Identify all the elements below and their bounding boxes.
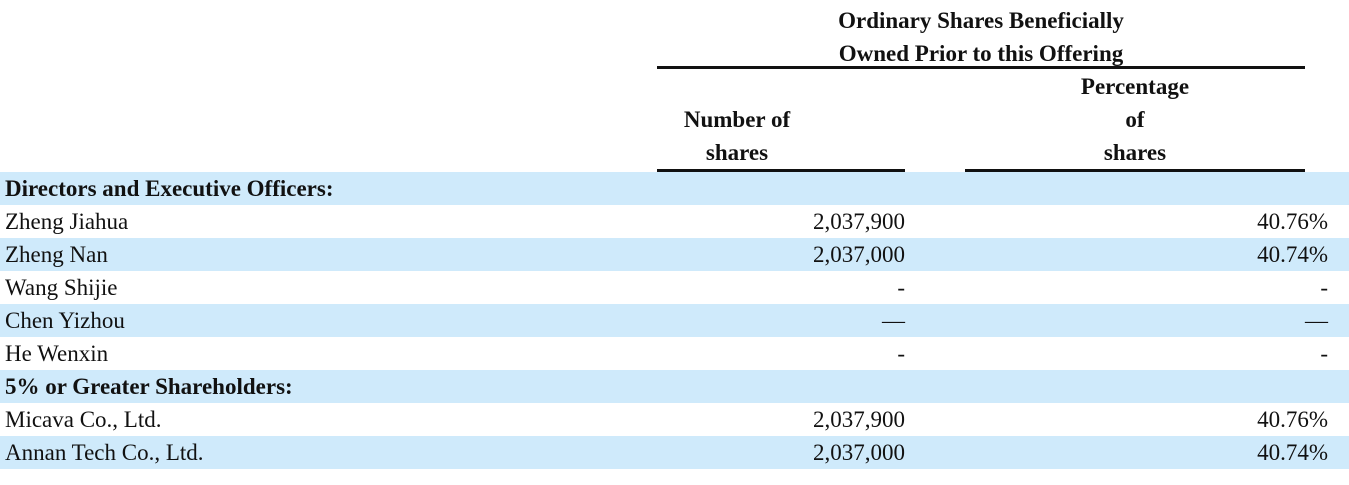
row-percentage: 40.76% [1257, 407, 1328, 432]
table-row: Annan Tech Co., Ltd. 2,037,000 40.74% [0, 436, 1349, 469]
column-header-number-of-shares: Number of shares [683, 107, 791, 165]
group-header-text: Ordinary Shares Beneficially Owned Prior… [838, 8, 1124, 66]
row-shares: — [882, 308, 905, 333]
table-row: 5% or Greater Shareholders: [0, 370, 1349, 403]
table-row: He Wenxin - - [0, 337, 1349, 370]
row-label: Directors and Executive Officers: [5, 176, 334, 201]
row-shares: 2,037,900 [813, 407, 905, 432]
row-percentage: 40.74% [1257, 242, 1328, 267]
row-percentage: - [1320, 341, 1328, 366]
group-header-rule [657, 66, 1305, 69]
row-shares: - [897, 341, 905, 366]
row-shares: - [897, 275, 905, 300]
row-shares: 2,037,000 [813, 440, 905, 465]
ownership-table-body: Directors and Executive Officers: Zheng … [0, 172, 1349, 469]
table-row: Chen Yizhou — — [0, 304, 1349, 337]
row-label: Wang Shijie [5, 275, 118, 300]
table-row: Zheng Jiahua 2,037,900 40.76% [0, 205, 1349, 238]
row-label: He Wenxin [5, 341, 109, 366]
column-rule-percentage [965, 169, 1305, 172]
column-rule-number-of-shares [657, 169, 905, 172]
row-shares: 2,037,000 [813, 242, 905, 267]
row-percentage: — [1305, 308, 1328, 333]
row-label: Chen Yizhou [5, 308, 125, 333]
table-row: Micava Co., Ltd. 2,037,900 40.76% [0, 403, 1349, 436]
row-label: 5% or Greater Shareholders: [5, 374, 293, 399]
group-header: Ordinary Shares Beneficially Owned Prior… [657, 4, 1305, 70]
row-percentage: 40.76% [1257, 209, 1328, 234]
row-percentage: 40.74% [1257, 440, 1328, 465]
row-label: Annan Tech Co., Ltd. [5, 440, 204, 465]
row-label: Zheng Jiahua [5, 209, 129, 234]
table-row: Directors and Executive Officers: [0, 172, 1349, 205]
row-shares: 2,037,900 [813, 209, 905, 234]
table-row: Zheng Nan 2,037,000 40.74% [0, 238, 1349, 271]
row-label: Micava Co., Ltd. [5, 407, 162, 432]
column-header-percentage-of-shares: Percentage of shares [1080, 74, 1190, 165]
row-label: Zheng Nan [5, 242, 108, 267]
row-percentage: - [1320, 275, 1328, 300]
table-row: Wang Shijie - - [0, 271, 1349, 304]
